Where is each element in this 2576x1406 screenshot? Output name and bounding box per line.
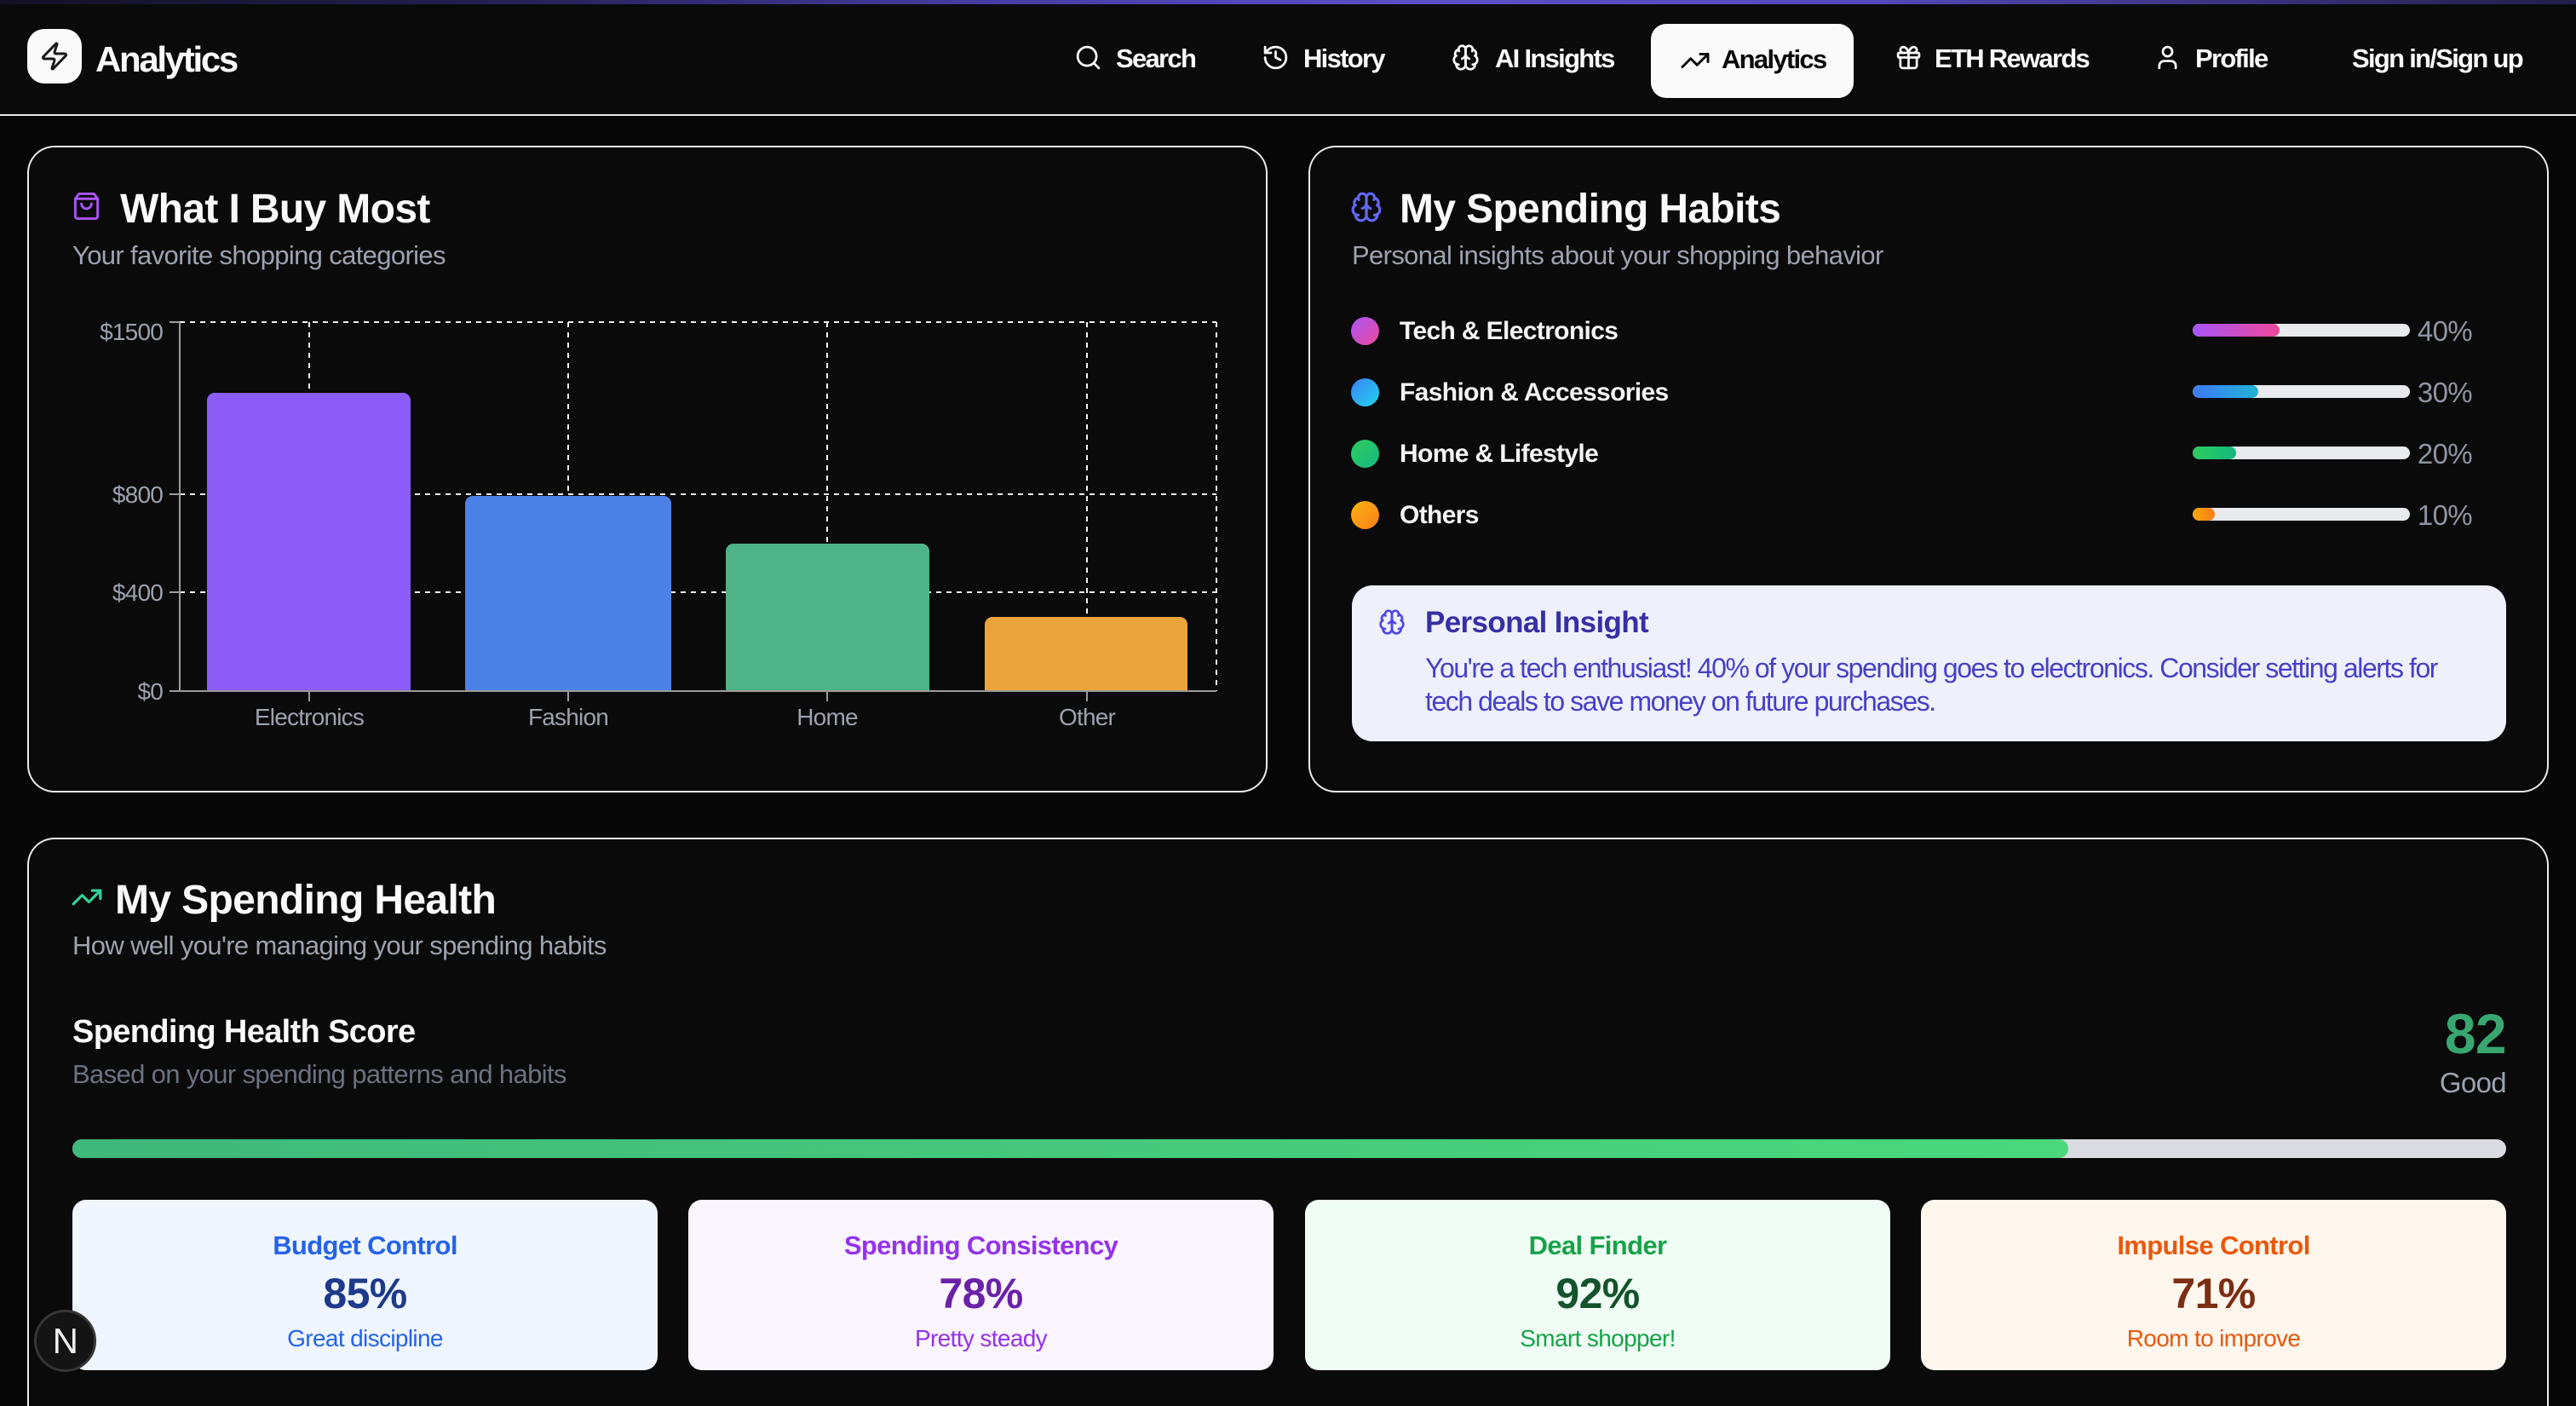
svg-text:Other: Other bbox=[1059, 704, 1116, 730]
svg-text:Fashion: Fashion bbox=[528, 704, 608, 730]
svg-text:$800: $800 bbox=[112, 481, 163, 508]
svg-text:$0: $0 bbox=[137, 678, 163, 705]
svg-text:Electronics: Electronics bbox=[255, 704, 364, 730]
svg-text:Home: Home bbox=[796, 704, 858, 730]
svg-text:$1500: $1500 bbox=[100, 319, 163, 345]
svg-text:$400: $400 bbox=[112, 579, 163, 606]
